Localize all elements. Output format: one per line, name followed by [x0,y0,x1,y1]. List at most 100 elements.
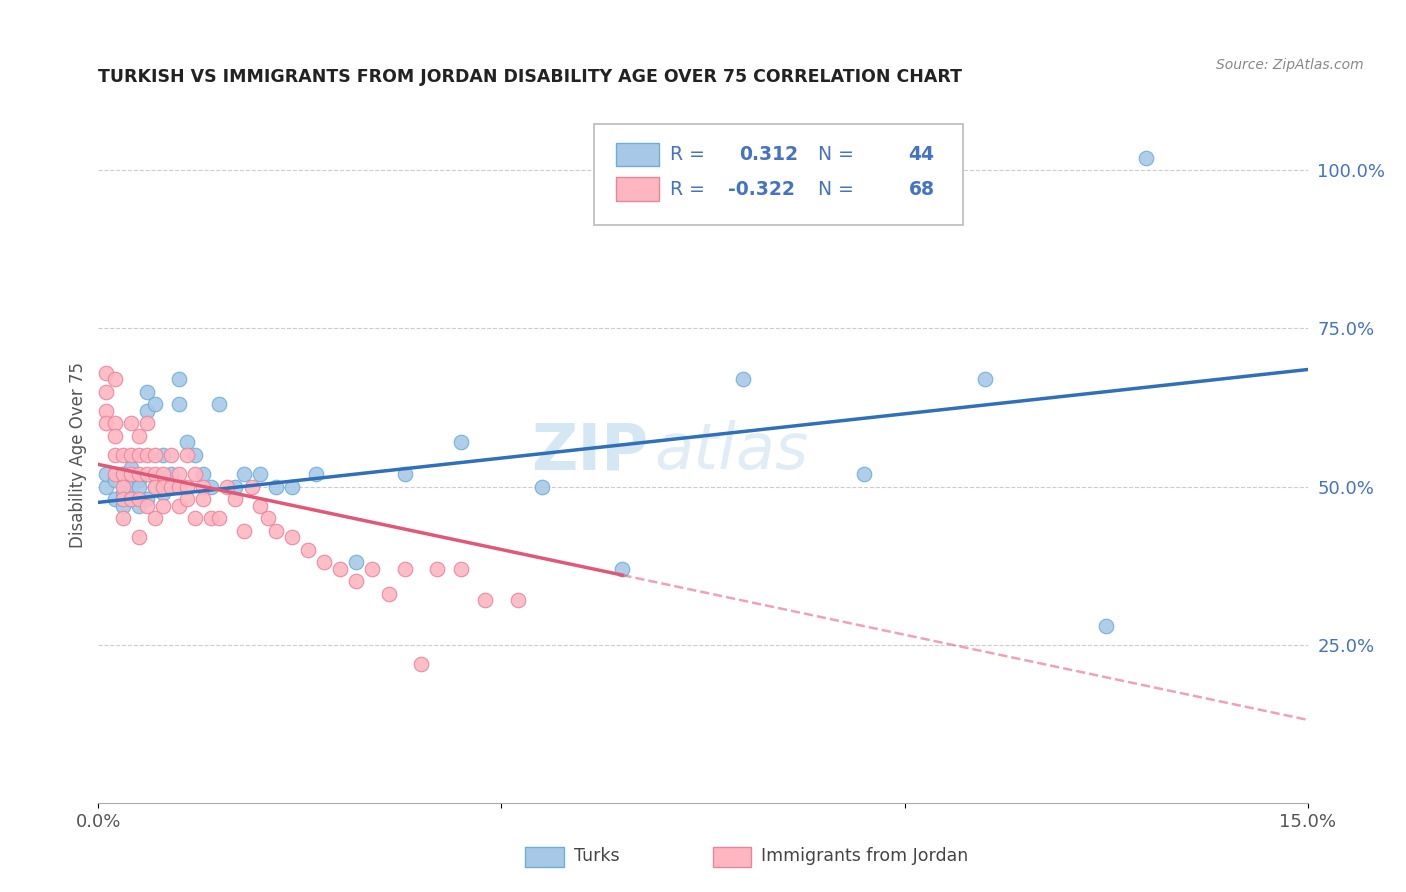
Point [111,499,134,513]
Text: ZIP: ZIP [531,420,648,483]
Point [450,562,472,576]
Point [135,448,157,462]
Point [974,372,997,386]
FancyBboxPatch shape [616,143,659,166]
Point [96,479,118,493]
Point [96,384,118,399]
Point [160,467,183,481]
Point [167,499,190,513]
Point [143,467,166,481]
Text: 68: 68 [908,179,935,199]
Point [103,492,125,507]
Point [733,372,755,386]
Point [176,479,198,493]
Point [120,448,142,462]
Point [297,542,319,557]
Point [193,479,215,493]
Point [344,556,367,570]
Point [409,657,432,671]
FancyBboxPatch shape [595,124,963,226]
Point [281,530,304,544]
Point [249,467,271,481]
Point [256,511,278,525]
Point [176,435,198,450]
Point [143,479,166,493]
Point [128,429,150,443]
Point [143,511,166,525]
Text: 0.312: 0.312 [740,145,799,164]
Point [394,467,416,481]
Point [96,403,118,417]
Point [184,448,207,462]
Point [329,562,352,576]
Point [853,467,876,481]
Point [128,499,150,513]
Point [111,467,134,481]
Point [103,417,125,431]
Point [128,530,150,544]
Point [1135,151,1157,165]
Point [193,467,215,481]
Point [224,479,246,493]
Point [305,467,328,481]
Point [160,448,183,462]
Text: -0.322: -0.322 [728,179,796,199]
Point [193,492,215,507]
Point [152,448,174,462]
Point [200,479,222,493]
Point [264,479,287,493]
Text: Turks: Turks [574,847,619,865]
Point [135,499,157,513]
Point [249,499,271,513]
Text: R =: R = [671,145,717,164]
Point [135,467,157,481]
Point [96,366,118,380]
Point [120,467,142,481]
Point [120,492,142,507]
Point [111,467,134,481]
Point [128,492,150,507]
Point [111,486,134,500]
Point [103,448,125,462]
Point [167,372,190,386]
Point [176,448,198,462]
Point [120,492,142,507]
Point [232,524,254,538]
Point [128,479,150,493]
Text: N =: N = [800,145,859,164]
Point [264,524,287,538]
Point [103,467,125,481]
Point [103,372,125,386]
Text: 44: 44 [908,145,935,164]
Y-axis label: Disability Age Over 75: Disability Age Over 75 [69,362,87,548]
Point [184,511,207,525]
Point [426,562,449,576]
Point [377,587,399,601]
Point [111,492,134,507]
Text: Immigrants from Jordan: Immigrants from Jordan [761,847,969,865]
Point [120,479,142,493]
Point [103,429,125,443]
Point [394,562,416,576]
Point [128,467,150,481]
Text: Source: ZipAtlas.com: Source: ZipAtlas.com [1216,58,1364,72]
Point [281,479,304,493]
Point [361,562,384,576]
Point [167,467,190,481]
Point [530,479,553,493]
Point [314,556,336,570]
Point [474,593,496,607]
FancyBboxPatch shape [526,847,564,867]
Point [344,574,367,589]
Point [135,384,157,399]
Point [224,492,246,507]
Point [506,593,529,607]
Point [1095,618,1118,632]
Point [200,511,222,525]
Point [135,403,157,417]
Point [111,479,134,493]
Point [96,467,118,481]
Text: R =: R = [671,179,711,199]
Point [152,479,174,493]
Point [128,448,150,462]
